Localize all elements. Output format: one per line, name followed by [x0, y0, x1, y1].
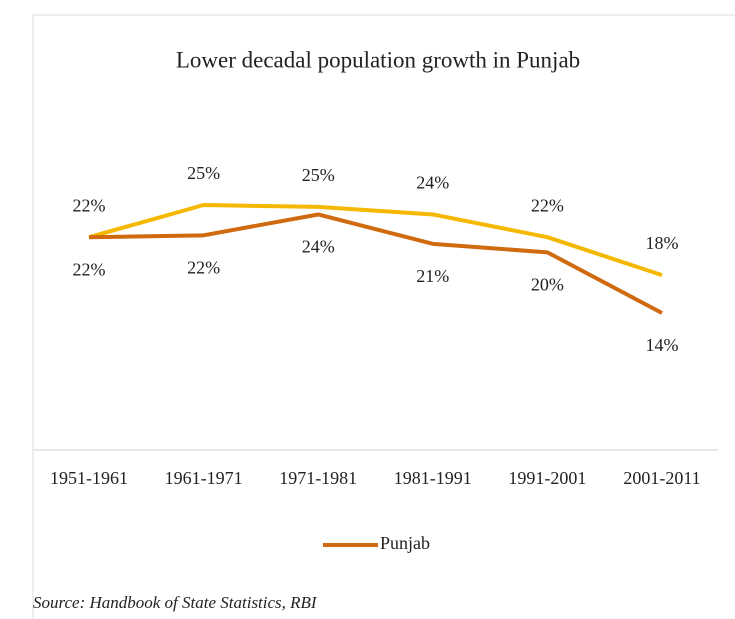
data-label: 22%: [187, 257, 220, 277]
data-label: 25%: [187, 163, 220, 183]
x-tick-label: 1951-1961: [50, 468, 128, 488]
x-tick-label: 2001-2011: [623, 468, 700, 488]
data-label: 18%: [646, 233, 679, 253]
data-label: 22%: [531, 195, 564, 215]
line: [88, 212, 663, 315]
data-label: 24%: [416, 173, 449, 193]
x-tick-label: 1981-1991: [394, 468, 472, 488]
data-label: 14%: [646, 335, 679, 355]
data-label: 22%: [73, 259, 106, 279]
line: [88, 203, 663, 278]
x-tick-label: 1961-1971: [165, 468, 243, 488]
x-tick-label: 1991-2001: [508, 468, 586, 488]
x-tick-label: 1971-1981: [279, 468, 357, 488]
source: Source: Handbook of State Statistics, RB…: [33, 593, 318, 612]
data-label: 24%: [302, 237, 335, 257]
data-label: 22%: [73, 195, 106, 215]
data-label: 21%: [416, 266, 449, 286]
legend-label: Punjab: [380, 533, 430, 553]
chart-title: Lower decadal population growth in Punja…: [176, 47, 580, 72]
data-label: 25%: [302, 165, 335, 185]
data-label: 20%: [531, 274, 564, 294]
